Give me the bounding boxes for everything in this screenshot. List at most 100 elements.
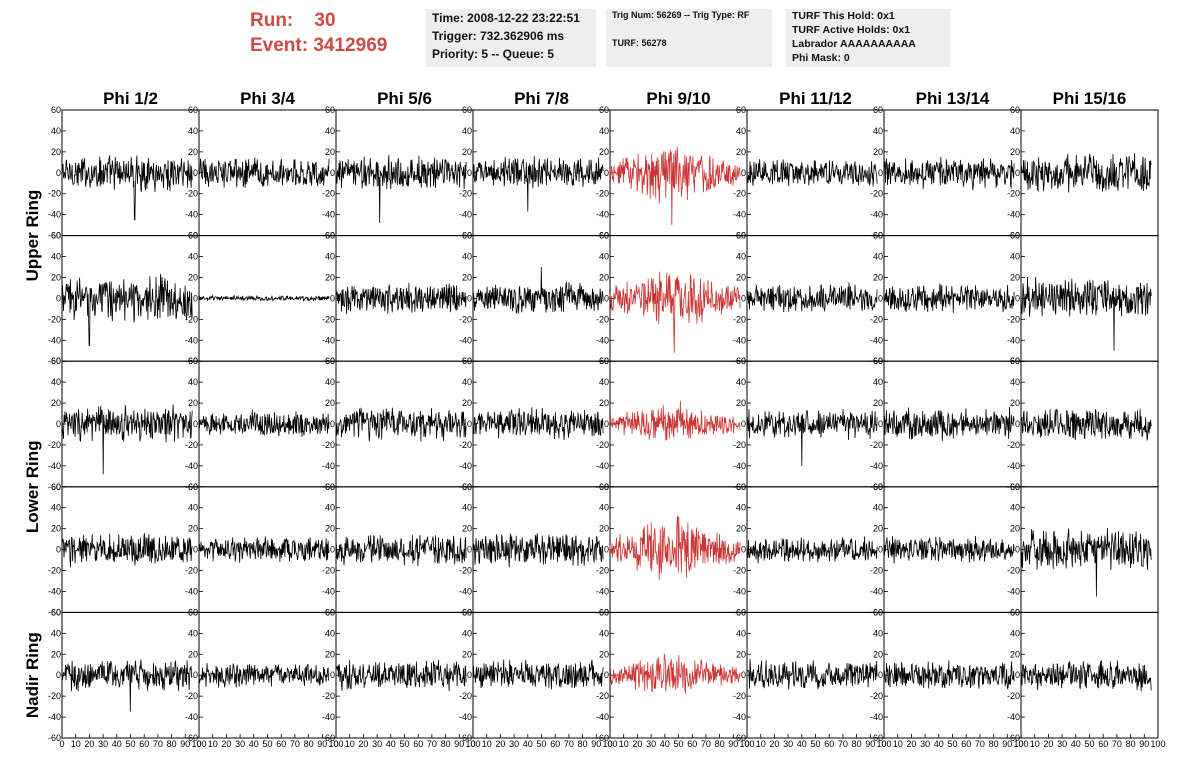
x-tick-label: 40	[112, 739, 122, 749]
x-tick-label: 50	[810, 739, 820, 749]
y-tick-label: 60	[736, 231, 746, 241]
x-tick-label: 60	[413, 739, 423, 749]
x-tick-label: 10	[482, 739, 492, 749]
x-tick-label: 20	[906, 739, 916, 749]
y-tick-label: -40	[1007, 712, 1020, 722]
y-tick-label: 20	[188, 649, 198, 659]
x-tick-label: 100	[602, 739, 617, 749]
y-tick-label: 40	[325, 126, 335, 136]
y-tick-label: 20	[1010, 524, 1020, 534]
y-tick-label: 0	[878, 670, 883, 680]
run-label: Run:	[250, 10, 294, 31]
y-tick-label: 60	[1010, 356, 1020, 366]
waveform-trace	[472, 156, 604, 212]
ring-title: Upper Ring	[23, 190, 42, 282]
y-tick-label: -40	[1007, 461, 1020, 471]
y-tick-label: 60	[462, 356, 472, 366]
y-tick-label: -40	[322, 210, 335, 220]
ring-title: Lower Ring	[23, 441, 42, 534]
y-tick-label: 20	[599, 524, 609, 534]
x-tick-label: 80	[989, 739, 999, 749]
y-tick-label: 0	[878, 293, 883, 303]
y-tick-label: -20	[322, 440, 335, 450]
y-tick-label: 40	[188, 628, 198, 638]
x-tick-label: 10	[1030, 739, 1040, 749]
waveform-trace	[335, 282, 467, 315]
x-tick-label: 80	[304, 739, 314, 749]
y-tick-label: -20	[596, 691, 609, 701]
x-tick-label: 40	[797, 739, 807, 749]
y-tick-label: -40	[185, 210, 198, 220]
y-tick-label: 40	[873, 503, 883, 513]
x-tick-label: 50	[536, 739, 546, 749]
y-tick-label: 40	[736, 126, 746, 136]
y-tick-label: -20	[1007, 566, 1020, 576]
y-tick-label: 40	[736, 377, 746, 387]
x-tick-label: 10	[71, 739, 81, 749]
y-tick-label: -20	[185, 314, 198, 324]
y-tick-label: 0	[604, 670, 609, 680]
waveform-trace	[1020, 153, 1152, 193]
x-tick-label: 0	[59, 739, 64, 749]
y-tick-label: -40	[596, 335, 609, 345]
y-tick-label: 40	[873, 126, 883, 136]
y-tick-label: -40	[185, 586, 198, 596]
y-tick-label: 60	[1010, 607, 1020, 617]
y-tick-label: 0	[1015, 293, 1020, 303]
x-tick-label: 30	[920, 739, 930, 749]
y-tick-label: 0	[878, 168, 883, 178]
y-tick-label: 60	[599, 105, 609, 115]
y-tick-label: 0	[56, 293, 61, 303]
y-tick-label: 60	[736, 105, 746, 115]
y-tick-label: -40	[322, 461, 335, 471]
waveform-trace	[335, 534, 467, 567]
y-tick-label: -60	[1007, 733, 1020, 743]
y-tick-label: -40	[596, 461, 609, 471]
y-tick-label: 60	[736, 607, 746, 617]
y-tick-label: 20	[188, 272, 198, 282]
x-tick-label: 60	[824, 739, 834, 749]
y-tick-label: 40	[462, 377, 472, 387]
x-tick-label: 70	[838, 739, 848, 749]
y-tick-label: -40	[48, 210, 61, 220]
y-tick-label: -20	[870, 691, 883, 701]
y-tick-label: 0	[467, 293, 472, 303]
y-tick-label: 20	[1010, 147, 1020, 157]
y-tick-label: 0	[741, 293, 746, 303]
y-tick-label: -20	[48, 314, 61, 324]
y-tick-label: 0	[330, 293, 335, 303]
y-tick-label: -20	[1007, 314, 1020, 324]
y-tick-label: 60	[325, 231, 335, 241]
event-label: Event:	[250, 35, 309, 56]
y-tick-label: -40	[870, 586, 883, 596]
y-tick-label: -20	[185, 189, 198, 199]
x-tick-label: 80	[715, 739, 725, 749]
y-tick-label: -40	[1007, 210, 1020, 220]
y-tick-label: -20	[1007, 189, 1020, 199]
y-tick-label: 0	[330, 670, 335, 680]
x-tick-label: 40	[249, 739, 259, 749]
y-tick-label: -40	[870, 210, 883, 220]
y-tick-label: 60	[188, 231, 198, 241]
y-tick-label: 40	[1010, 252, 1020, 262]
y-tick-label: -20	[733, 566, 746, 576]
x-tick-label: 90	[1002, 739, 1012, 749]
y-tick-label: -20	[322, 314, 335, 324]
y-tick-label: -40	[733, 210, 746, 220]
x-tick-label: 0	[881, 739, 886, 749]
x-tick-label: 30	[98, 739, 108, 749]
waveform-trace	[61, 533, 193, 568]
x-tick-label: 100	[739, 739, 754, 749]
y-tick-label: 40	[188, 503, 198, 513]
y-tick-label: 60	[51, 105, 61, 115]
y-tick-label: 40	[736, 628, 746, 638]
x-tick-label: 50	[262, 739, 272, 749]
y-tick-label: 20	[462, 398, 472, 408]
y-tick-label: 60	[188, 607, 198, 617]
y-tick-label: 0	[56, 670, 61, 680]
x-tick-label: 100	[191, 739, 206, 749]
turf-active-holds-text: TURF Active Holds: 0x1	[792, 24, 911, 36]
y-tick-label: -20	[322, 566, 335, 576]
column-title: Phi 7/8	[514, 89, 569, 108]
